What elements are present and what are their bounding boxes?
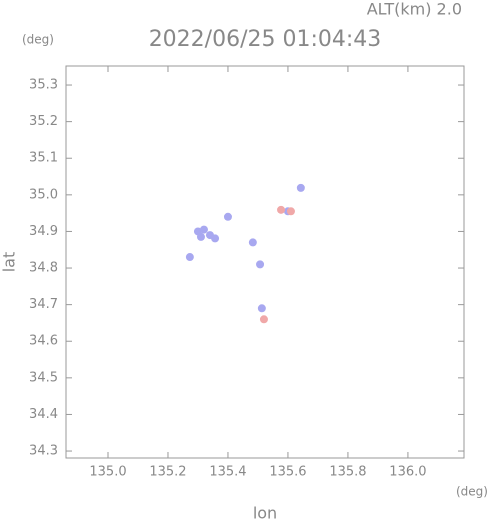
echo-point <box>185 253 194 262</box>
x-tick-label: 135.8 <box>329 465 366 480</box>
y-tick-label: 34.7 <box>29 297 58 312</box>
altitude-label: ALT(km) 2.0 <box>367 0 462 19</box>
y-unit: (deg) <box>22 33 54 47</box>
echo-point <box>196 232 205 241</box>
y-tick-label: 35.2 <box>29 114 58 129</box>
x-tick-label: 135.2 <box>149 465 186 480</box>
x-tick-label: 135.6 <box>269 465 306 480</box>
echo-point <box>257 304 266 313</box>
echo-point <box>199 225 208 234</box>
y-tick-label: 34.9 <box>29 224 58 239</box>
chart-title: 2022/06/25 01:04:43 <box>149 27 382 52</box>
echo-point <box>259 315 268 324</box>
x-unit: (deg) <box>456 485 488 499</box>
echo-point <box>296 183 305 192</box>
y-axis-label: lat <box>0 252 19 273</box>
y-tick-label: 34.6 <box>29 334 58 349</box>
y-tick-label: 34.5 <box>29 370 58 385</box>
echo-point <box>223 212 232 221</box>
x-axis-label: lon <box>253 504 277 521</box>
echo-point <box>211 234 220 243</box>
echo-point <box>248 238 257 247</box>
y-tick-label: 35.1 <box>29 151 58 166</box>
y-tick-label: 34.4 <box>29 407 58 422</box>
y-tick-label: 34.3 <box>29 444 58 459</box>
echo-point <box>286 207 295 216</box>
y-tick-label: 35.3 <box>29 78 58 93</box>
plot-frame <box>65 65 465 459</box>
echo-point <box>256 260 265 269</box>
x-tick-label: 135.4 <box>209 465 246 480</box>
x-tick-label: 135.0 <box>89 465 126 480</box>
x-tick-label: 136.0 <box>389 465 426 480</box>
y-tick-label: 35.0 <box>29 187 58 202</box>
echo-point <box>277 205 286 214</box>
y-tick-label: 34.8 <box>29 261 58 276</box>
